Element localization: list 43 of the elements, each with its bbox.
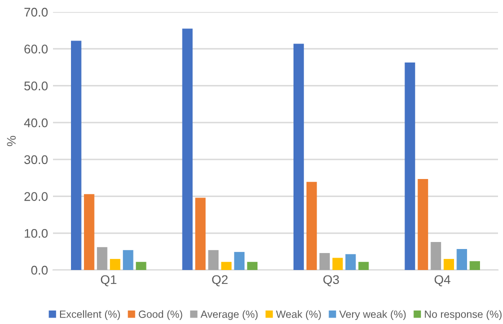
legend-label: No response (%) — [424, 310, 502, 320]
legend-label: Good (%) — [138, 310, 182, 320]
bar — [234, 252, 245, 270]
y-tick-label: 60.0 — [24, 44, 48, 54]
bar — [358, 262, 369, 270]
legend-label: Average (%) — [200, 310, 258, 320]
legend-label: Very weak (%) — [339, 310, 406, 320]
y-tick-label: 10.0 — [24, 228, 48, 238]
bar — [110, 258, 120, 270]
bar — [306, 182, 317, 270]
bar — [208, 250, 219, 270]
x-tick-label: Q1 — [100, 275, 116, 286]
y-tick-label: 50.0 — [24, 82, 48, 90]
bar — [404, 62, 416, 270]
bar — [247, 262, 258, 270]
bar — [182, 28, 193, 270]
bar — [456, 248, 468, 270]
y-tick-label: 30.0 — [24, 155, 48, 164]
y-tick-label: 70.0 — [24, 8, 48, 17]
bar — [96, 247, 108, 270]
y-tick-label: 0.0 — [31, 266, 48, 275]
y-axis-title: % — [6, 136, 16, 146]
bar — [444, 258, 454, 270]
x-tick-label: Q3 — [323, 275, 339, 286]
bar — [418, 178, 428, 270]
bar — [195, 198, 206, 270]
y-tick-label: 20.0 — [24, 192, 48, 201]
bar — [70, 40, 82, 270]
bar — [221, 262, 232, 270]
bar — [430, 242, 442, 270]
bar — [332, 258, 343, 270]
bar — [122, 250, 134, 270]
legend-label: Excellent (%) — [60, 310, 120, 320]
bar — [319, 253, 330, 270]
bar — [84, 194, 94, 270]
bar — [345, 254, 356, 270]
bar — [293, 44, 304, 270]
bar — [470, 261, 480, 270]
y-tick-label: 40.0 — [24, 118, 48, 128]
legend-label: Weak (%) — [276, 310, 321, 320]
bar — [136, 262, 146, 270]
x-tick-label: Q4 — [434, 275, 450, 286]
x-tick-label: Q2 — [212, 275, 228, 286]
